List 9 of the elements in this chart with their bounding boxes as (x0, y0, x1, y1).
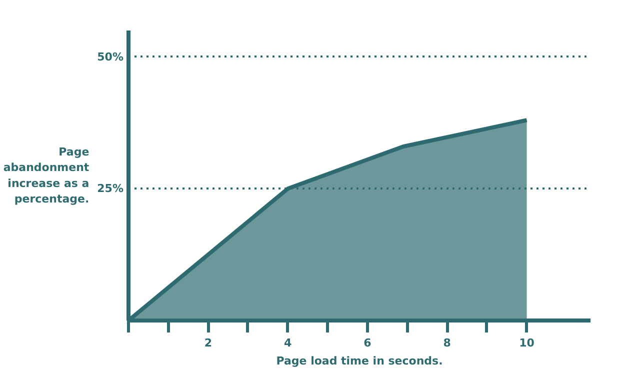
x-tick-label: 2 (204, 336, 212, 350)
x-tick-label: 6 (364, 336, 372, 350)
x-axis-title: Page load time in seconds. (276, 354, 443, 368)
x-tick-label: 8 (443, 336, 451, 350)
x-tick-label: 10 (519, 336, 535, 350)
y-tick-label: 50% (97, 50, 124, 64)
y-axis-title: Page abandonment increase as a percentage. (3, 146, 90, 206)
x-tick-label: 4 (284, 336, 292, 350)
y-tick-label: 25% (97, 182, 124, 196)
